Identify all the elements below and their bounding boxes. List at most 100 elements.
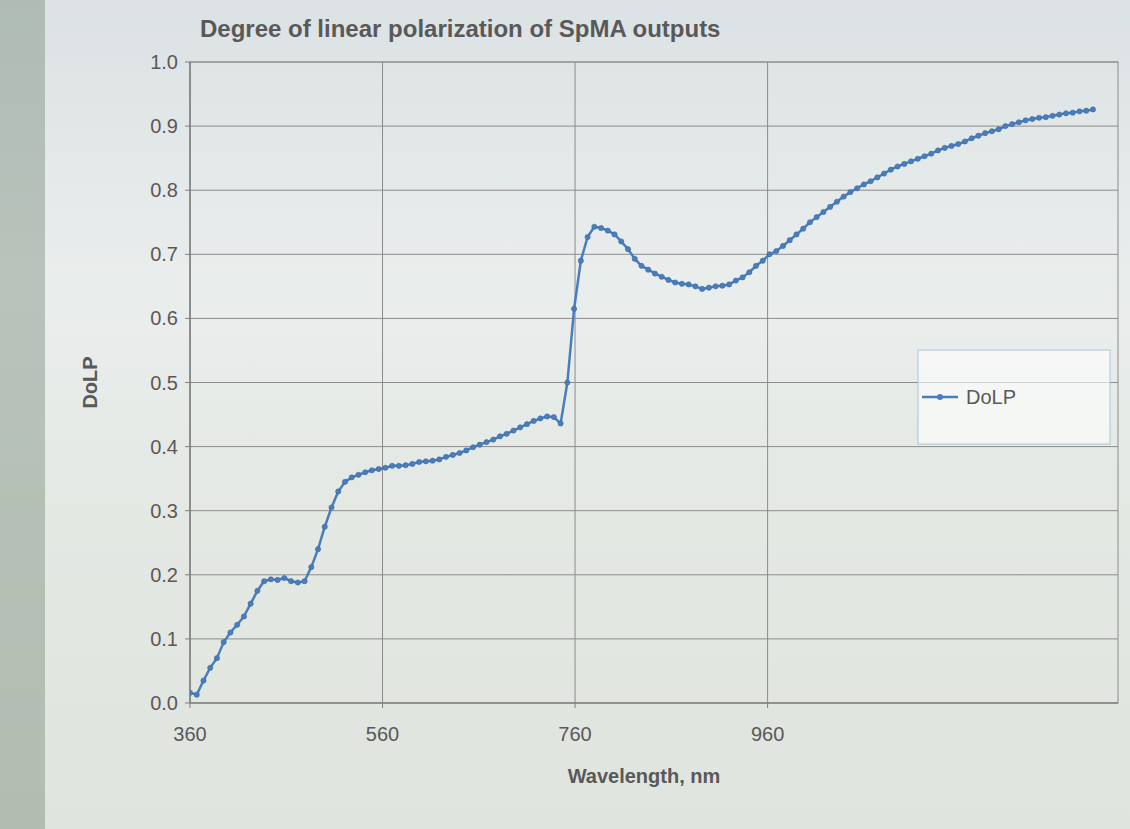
data-point bbox=[666, 277, 671, 282]
x-tick bbox=[190, 703, 191, 708]
x-tick bbox=[767, 703, 768, 708]
data-point bbox=[1063, 111, 1068, 116]
data-point bbox=[888, 167, 893, 172]
data-point bbox=[619, 239, 624, 244]
data-point bbox=[336, 489, 341, 494]
data-point bbox=[848, 190, 853, 195]
data-point bbox=[1043, 115, 1048, 120]
y-tick bbox=[185, 62, 190, 63]
data-point bbox=[443, 454, 448, 459]
y-tick-label: 1.0 bbox=[150, 51, 178, 73]
y-tick-label: 0.8 bbox=[150, 179, 178, 201]
x-tick-label: 760 bbox=[558, 723, 591, 745]
data-point bbox=[356, 472, 361, 477]
y-grid-line bbox=[190, 446, 1118, 447]
data-point bbox=[828, 204, 833, 209]
data-point bbox=[632, 256, 637, 261]
data-point bbox=[262, 579, 267, 584]
data-point bbox=[962, 139, 967, 144]
data-point bbox=[713, 284, 718, 289]
data-point bbox=[497, 434, 502, 439]
data-point bbox=[787, 238, 792, 243]
data-point bbox=[565, 380, 570, 385]
data-point bbox=[190, 690, 193, 695]
data-point bbox=[363, 470, 368, 475]
data-point bbox=[585, 234, 590, 239]
data-point bbox=[214, 656, 219, 661]
data-point bbox=[396, 463, 401, 468]
y-tick-label: 0.9 bbox=[150, 115, 178, 137]
data-point bbox=[1057, 112, 1062, 117]
data-point bbox=[1030, 116, 1035, 121]
data-point bbox=[1077, 109, 1082, 114]
data-point bbox=[268, 577, 273, 582]
data-point bbox=[504, 431, 509, 436]
data-point bbox=[726, 282, 731, 287]
data-point bbox=[275, 577, 280, 582]
x-axis-title: Wavelength, nm bbox=[568, 765, 721, 787]
data-point bbox=[895, 164, 900, 169]
data-point bbox=[956, 141, 961, 146]
data-point bbox=[228, 630, 233, 635]
data-point bbox=[801, 226, 806, 231]
y-tick-label: 0.5 bbox=[150, 372, 178, 394]
data-point bbox=[693, 284, 698, 289]
data-point bbox=[464, 448, 469, 453]
data-point bbox=[639, 263, 644, 268]
data-point bbox=[410, 461, 415, 466]
data-point bbox=[558, 421, 563, 426]
data-point bbox=[342, 479, 347, 484]
legend: DoLP bbox=[918, 350, 1110, 444]
data-point bbox=[248, 601, 253, 606]
x-tick-label: 560 bbox=[366, 723, 399, 745]
data-point bbox=[659, 274, 664, 279]
data-point bbox=[376, 466, 381, 471]
data-point bbox=[767, 252, 772, 257]
y-tick bbox=[185, 254, 190, 255]
y-tick bbox=[185, 126, 190, 127]
data-point bbox=[855, 186, 860, 191]
data-point bbox=[942, 145, 947, 150]
y-grid-line bbox=[190, 190, 1118, 191]
data-point bbox=[538, 416, 543, 421]
data-point bbox=[255, 588, 260, 593]
data-point bbox=[969, 136, 974, 141]
data-point bbox=[1016, 120, 1021, 125]
legend-label: DoLP bbox=[966, 386, 1016, 408]
data-point bbox=[902, 161, 907, 166]
data-point bbox=[592, 224, 597, 229]
data-point bbox=[700, 286, 705, 291]
data-point bbox=[524, 422, 529, 427]
y-tick bbox=[185, 446, 190, 447]
data-point bbox=[983, 131, 988, 136]
data-point bbox=[780, 243, 785, 248]
x-grid-line bbox=[382, 62, 383, 703]
y-grid-line bbox=[190, 126, 1118, 127]
data-point bbox=[821, 209, 826, 214]
data-point bbox=[652, 271, 657, 276]
y-grid-line bbox=[190, 318, 1118, 319]
data-point bbox=[235, 622, 240, 627]
y-tick bbox=[185, 574, 190, 575]
data-point bbox=[282, 575, 287, 580]
y-tick-label: 0.4 bbox=[150, 436, 178, 458]
data-point bbox=[673, 280, 678, 285]
data-point bbox=[194, 692, 199, 697]
data-point bbox=[740, 275, 745, 280]
data-point bbox=[201, 678, 206, 683]
data-point bbox=[861, 182, 866, 187]
data-point bbox=[1010, 122, 1015, 127]
data-point bbox=[241, 614, 246, 619]
y-tick-label: 0.6 bbox=[150, 307, 178, 329]
data-point bbox=[1003, 124, 1008, 129]
plot-frame bbox=[190, 62, 1118, 703]
data-point bbox=[996, 127, 1001, 132]
data-point bbox=[720, 283, 725, 288]
data-point bbox=[511, 428, 516, 433]
data-point bbox=[814, 215, 819, 220]
x-tick bbox=[575, 703, 576, 708]
data-point bbox=[390, 463, 395, 468]
chart: 0.00.10.20.30.40.50.60.70.80.91.03605607… bbox=[0, 0, 1130, 829]
y-tick-label: 0.2 bbox=[150, 564, 178, 586]
data-point bbox=[733, 278, 738, 283]
